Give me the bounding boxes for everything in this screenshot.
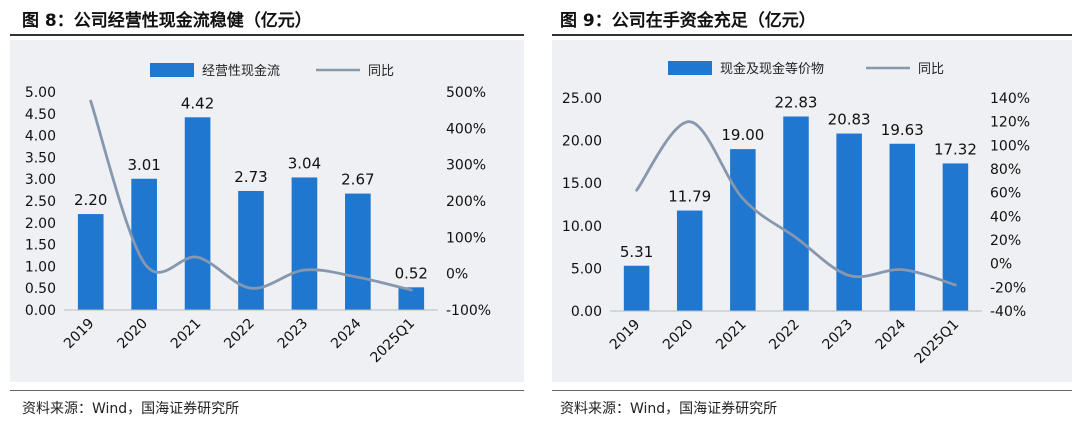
right-y-left-tick: 0.00 (571, 304, 602, 320)
right-bar-2025Q1 (942, 163, 969, 311)
right-chart-panel (552, 40, 1072, 382)
left-bar-2021 (184, 117, 211, 311)
left-x-tick-2024: 2024 (328, 315, 365, 352)
left-bar-2025Q1 (398, 287, 425, 310)
left-y-left-tick: 1.00 (25, 259, 56, 275)
left-y-left-tick: 4.00 (25, 129, 56, 145)
right-y-right-tick: -40% (990, 304, 1026, 320)
left-title-rule (10, 34, 524, 36)
right-x-tick-2025Q1: 2025Q1 (912, 317, 963, 368)
left-chart-panel (10, 40, 524, 382)
left-y-right-tick: 100% (446, 230, 486, 246)
right-bar-label-2024: 19.63 (881, 121, 924, 139)
left-x-tick-2025Q1: 2025Q1 (368, 316, 419, 367)
left-x-tick-2020: 2020 (114, 316, 151, 353)
right-x-tick-2023: 2023 (819, 317, 856, 354)
left-bar-2023 (291, 177, 318, 310)
right-chart: 现金及现金等价物 同比 0.00 5.00 10.00 15.00 20.00 25.00 -4… (562, 61, 1030, 368)
left-x-tick-2019: 2019 (61, 316, 98, 353)
right-x-tick-2019: 2019 (607, 317, 644, 354)
left-source-rule (10, 390, 524, 391)
right-bar-2022 (783, 116, 809, 311)
right-bar-2024 (889, 143, 916, 311)
right-y-right-tick: 0% (990, 257, 1012, 273)
left-x-tick-2023: 2023 (275, 316, 312, 353)
right-figure-title: 图 9：公司在手资金充足（亿元） (560, 11, 816, 31)
left-y-left-tick: 0.50 (25, 281, 56, 297)
left-y-left-tick: 3.00 (25, 172, 56, 188)
left-y-right-tick: 300% (446, 158, 486, 174)
left-y-right-tick: 200% (446, 194, 486, 210)
right-bar-2023 (836, 133, 862, 311)
right-y-left-tick: 20.00 (562, 134, 602, 150)
left-bar-2019 (77, 214, 104, 310)
right-x-tick-2020: 2020 (660, 317, 697, 354)
left-y-right-tick: -100% (446, 303, 491, 319)
left-bar-label-2024: 2.67 (341, 171, 374, 189)
left-y-left-tick: 0.00 (25, 303, 56, 319)
left-y-left-tick: 1.50 (25, 238, 56, 254)
left-legend-bar-swatch (150, 63, 194, 77)
right-bar-label-2023: 20.83 (828, 111, 871, 129)
right-title-rule (552, 34, 1072, 36)
left-y-left-tick: 3.50 (25, 150, 56, 166)
right-x-tick-2024: 2024 (873, 316, 910, 353)
right-x-tick-2022: 2022 (766, 317, 803, 354)
left-x-tick-2022: 2022 (221, 316, 258, 353)
right-y-right-tick: 120% (990, 115, 1030, 131)
left-bar-label-2019: 2.20 (74, 191, 107, 209)
left-y-right-tick: 500% (446, 85, 486, 101)
left-bar-label-2022: 2.73 (234, 168, 267, 186)
right-yoy-line (635, 120, 957, 287)
right-y-left-tick: 15.00 (562, 176, 602, 192)
left-y-left-tick: 4.50 (25, 107, 56, 123)
left-y-left-tick: 2.50 (25, 194, 56, 210)
left-figure-title: 图 8：公司经营性现金流稳健（亿元） (22, 11, 312, 31)
left-x-tick-2021: 2021 (168, 316, 205, 353)
right-bar-label-2025Q1: 17.32 (934, 140, 977, 158)
right-bar-label-2020: 11.79 (668, 188, 711, 206)
left-y-right-tick: 400% (446, 121, 486, 137)
left-legend-line-label: 同比 (368, 64, 394, 79)
right-y-right-tick: 20% (990, 233, 1021, 249)
left-bar-label-2020: 3.01 (127, 156, 160, 174)
left-source-text: 资料来源：Wind，国海证券研究所 (22, 401, 240, 417)
left-y-left-tick: 2.00 (25, 216, 56, 232)
right-legend-bar-swatch (668, 61, 712, 75)
right-y-right-tick: -20% (990, 280, 1026, 296)
left-legend: 经营性现金流 同比 (150, 63, 394, 79)
left-bar-label-2021: 4.42 (181, 94, 214, 112)
right-source-rule (552, 390, 1072, 391)
right-y-left-tick: 5.00 (571, 261, 602, 277)
right-y-right-tick: 100% (990, 138, 1030, 154)
left-y-left-tick: 5.00 (25, 85, 56, 101)
right-x-tick-2021: 2021 (713, 317, 750, 354)
left-bar-label-2025Q1: 0.52 (395, 264, 428, 282)
left-bar-2022 (238, 190, 264, 310)
right-bar-label-2022: 22.83 (775, 93, 818, 111)
left-bar-label-2023: 3.04 (288, 154, 321, 172)
left-legend-bar-label: 经营性现金流 (202, 63, 280, 79)
right-source-text: 资料来源：Wind，国海证券研究所 (560, 401, 778, 417)
right-y-right-tick: 140% (990, 91, 1030, 107)
left-y-right-tick: 0% (446, 267, 468, 283)
right-bar-label-2019: 5.31 (620, 243, 653, 261)
right-legend-line-label: 同比 (918, 62, 944, 77)
right-y-right-tick: 40% (990, 209, 1021, 225)
right-legend-bar-label: 现金及现金等价物 (720, 61, 824, 77)
right-legend: 现金及现金等价物 同比 (668, 61, 944, 77)
right-bar-2021 (730, 149, 756, 311)
right-bar-2019 (623, 265, 650, 311)
left-bar-2024 (345, 193, 371, 310)
right-bar-2020 (676, 210, 703, 311)
right-y-right-tick: 80% (990, 162, 1021, 178)
right-y-left-tick: 25.00 (562, 91, 602, 107)
left-yoy-line (89, 99, 413, 292)
right-y-left-tick: 10.00 (562, 219, 602, 235)
right-bar-label-2021: 19.00 (721, 126, 764, 144)
left-chart: 经营性现金流 同比 0.00 0.50 1.00 1.50 2.00 2.50 3.00 3.50… (25, 63, 491, 367)
right-y-right-tick: 60% (990, 186, 1021, 202)
